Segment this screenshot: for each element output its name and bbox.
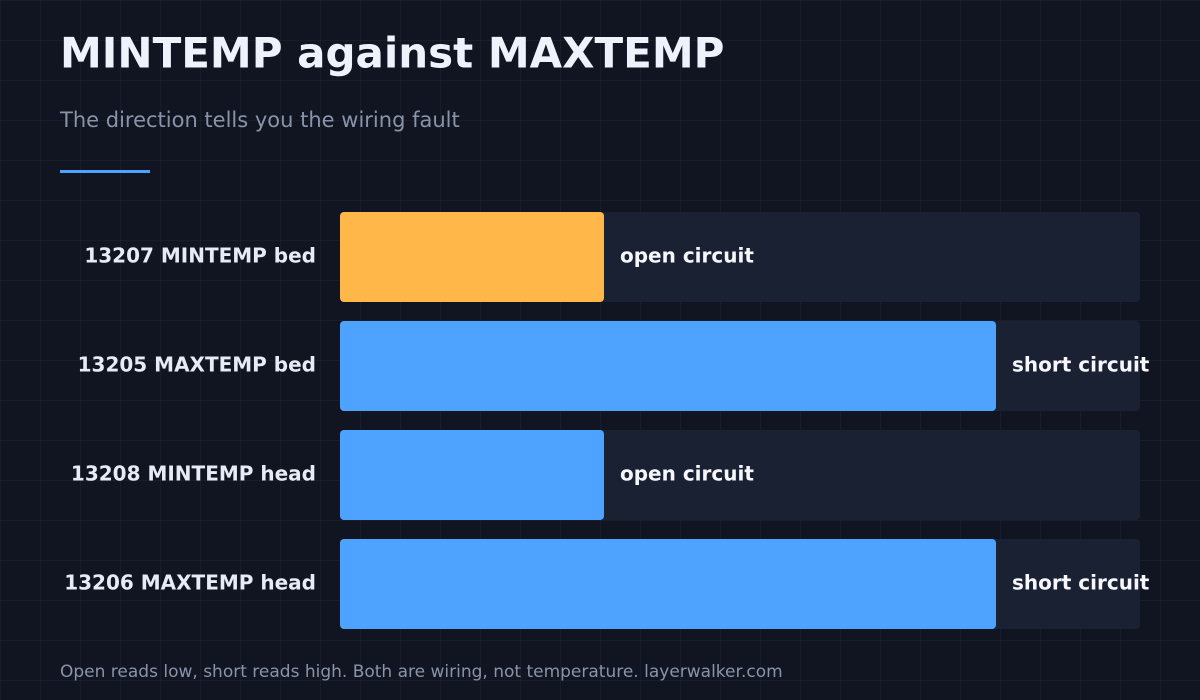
chart-subtitle: The direction tells you the wiring fault: [59, 108, 460, 132]
chart-title: MINTEMP against MAXTEMP: [60, 29, 724, 78]
bar: [340, 430, 604, 520]
category-label: 13206 MAXTEMP head: [64, 571, 316, 595]
category-label: 13205 MAXTEMP bed: [78, 353, 316, 377]
bar: [340, 321, 996, 411]
bar: [340, 539, 996, 629]
bar-label: short circuit: [1012, 571, 1150, 595]
footnote: Open reads low, short reads high. Both a…: [60, 662, 783, 682]
bar-label: open circuit: [620, 244, 754, 268]
category-label: 13207 MINTEMP bed: [84, 244, 316, 268]
accent-line: [60, 170, 150, 173]
bar-label: open circuit: [620, 462, 754, 486]
category-label: 13208 MINTEMP head: [71, 462, 316, 486]
bar-label: short circuit: [1012, 353, 1150, 377]
bar: [340, 212, 604, 302]
